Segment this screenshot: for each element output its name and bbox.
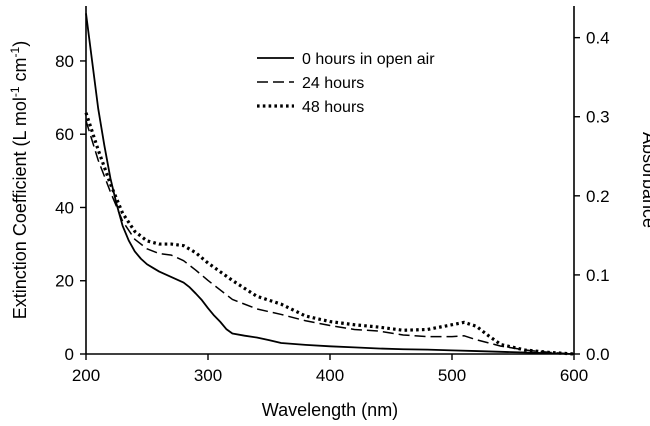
y-tick-label-left: 20 — [55, 272, 74, 291]
y-tick-label-left: 40 — [55, 198, 74, 217]
y-tick-label-right: 0.1 — [586, 266, 610, 285]
x-tick-label: 600 — [560, 366, 588, 385]
x-tick-label: 500 — [438, 366, 466, 385]
x-tick-label: 300 — [194, 366, 222, 385]
series-line-1 — [85, 13, 575, 355]
x-axis-label: Wavelength (nm) — [262, 400, 398, 420]
x-tick-label: 400 — [316, 366, 344, 385]
y-axis-label-right: Absorbance — [639, 132, 650, 228]
legend-label-2: 24 hours — [302, 75, 364, 92]
y-tick-label-right: 0.4 — [586, 29, 610, 48]
x-tick-label: 200 — [72, 366, 100, 385]
y-tick-label-left: 80 — [55, 52, 74, 71]
legend-label-3: 48 hours — [302, 99, 364, 116]
y-tick-label-left: 0 — [65, 345, 74, 364]
y-tick-label-left: 60 — [55, 125, 74, 144]
legend-label-1: 0 hours in open air — [302, 51, 435, 68]
y-tick-label-right: 0.0 — [586, 345, 610, 364]
series-line-3 — [84, 112, 575, 356]
series-line-2 — [85, 120, 575, 355]
y-tick-label-right: 0.2 — [586, 187, 610, 206]
y-axis-label-left: Extinction Coefficient (L mol-1 cm-1) — [8, 41, 30, 319]
y-tick-label-right: 0.3 — [586, 108, 610, 127]
